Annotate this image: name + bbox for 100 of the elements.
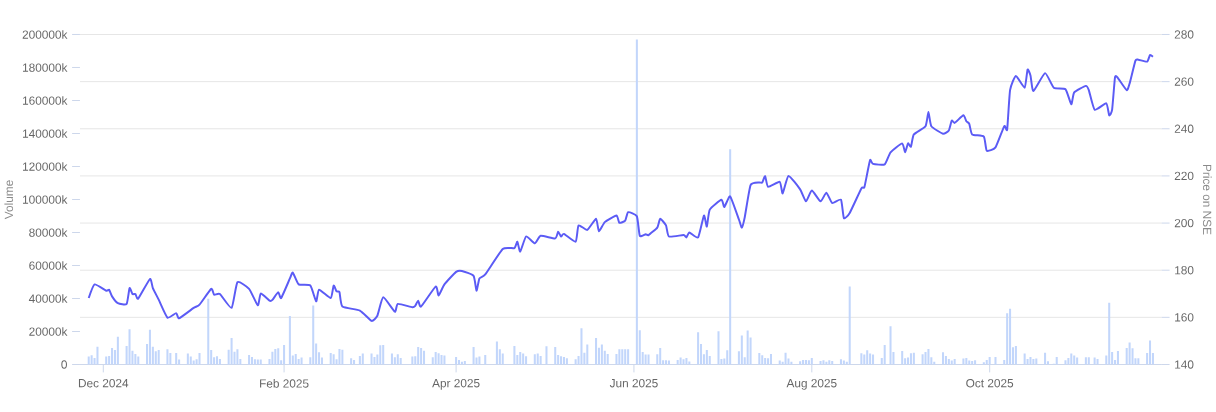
bar (390, 353, 393, 365)
bar (729, 149, 732, 365)
bar (484, 355, 487, 365)
bar (627, 349, 630, 365)
bar (767, 358, 770, 365)
bar (312, 305, 315, 365)
bar (606, 354, 609, 365)
bar (586, 344, 589, 365)
y-tick-label: 40000k (28, 294, 68, 303)
bar (533, 354, 536, 365)
bar (166, 349, 169, 365)
bar (635, 39, 638, 365)
y2-tick-label: 220 (1174, 171, 1194, 181)
x-tick-label: Dec 2024 (78, 379, 129, 388)
bar (600, 344, 603, 365)
bar (901, 351, 904, 365)
bar (927, 349, 930, 365)
bar (341, 349, 344, 365)
bar (1116, 351, 1119, 365)
bar (1087, 357, 1090, 365)
bar (554, 347, 557, 365)
bar (758, 353, 761, 365)
bar (1137, 358, 1140, 365)
bar (329, 353, 332, 365)
y2-tick-label: 200 (1174, 218, 1194, 228)
bar (207, 298, 210, 365)
bar (889, 326, 892, 365)
bar (157, 350, 160, 365)
bar (565, 358, 568, 365)
bar (705, 350, 708, 365)
bar (536, 353, 539, 365)
bar (501, 353, 504, 365)
bar (1026, 358, 1029, 365)
bar (866, 350, 869, 365)
bar (761, 355, 764, 365)
bar (912, 352, 915, 365)
bar (495, 341, 498, 365)
bar (644, 354, 647, 365)
bar (116, 336, 119, 365)
bar (545, 346, 548, 365)
bar (618, 349, 621, 365)
bar (96, 346, 99, 365)
bar (539, 356, 542, 365)
bar (848, 286, 851, 365)
y2-tick-label: 140 (1175, 360, 1194, 369)
bar (522, 353, 525, 365)
bar (379, 345, 382, 365)
bar (659, 348, 662, 365)
bar (1128, 342, 1131, 365)
bar (370, 353, 373, 365)
bar (373, 357, 376, 365)
bar (624, 349, 627, 365)
bar (941, 352, 945, 365)
bar (1023, 353, 1026, 365)
bar (647, 354, 650, 365)
bar (869, 353, 872, 365)
y-axis-title: Volume (4, 180, 14, 220)
bar (154, 351, 157, 365)
bar (437, 353, 440, 365)
bar (1009, 308, 1012, 365)
bar (595, 338, 598, 365)
bar (764, 358, 767, 365)
bar (574, 359, 577, 365)
bar (1108, 302, 1111, 365)
bar (1006, 313, 1009, 365)
bar (271, 351, 274, 365)
bar (198, 353, 201, 365)
bar (1044, 352, 1047, 365)
bar (1149, 340, 1152, 365)
y-tick-label: 120000k (22, 162, 68, 171)
y2-axis-title: Price on NSE (1202, 165, 1212, 235)
y-tick-label: 160000k (22, 96, 68, 105)
bar (417, 347, 420, 365)
x-tick-label: Oct 2025 (966, 379, 1014, 388)
bar (580, 328, 583, 365)
y2-tick-label: 260 (1174, 77, 1194, 86)
y-tick-label: 60000k (29, 261, 68, 270)
bar (472, 347, 475, 365)
bar (944, 356, 947, 365)
bar (1014, 346, 1017, 365)
bar (717, 331, 720, 365)
bar (236, 349, 239, 365)
y2-tick-label: 160 (1175, 313, 1194, 322)
bar (215, 356, 219, 365)
bar (274, 349, 277, 365)
bar (740, 335, 743, 365)
bar (1084, 357, 1087, 365)
bar (169, 353, 172, 365)
bar (994, 357, 997, 365)
bar (128, 329, 131, 365)
bar (860, 353, 863, 365)
x-tick-label: Feb 2025 (260, 379, 309, 388)
bar (382, 345, 385, 365)
bar (909, 353, 912, 365)
bar (519, 352, 522, 365)
bar (338, 349, 341, 365)
y2-tick-label: 280 (1174, 30, 1194, 39)
bar (396, 354, 399, 365)
bar (423, 350, 426, 365)
bar (283, 345, 286, 365)
